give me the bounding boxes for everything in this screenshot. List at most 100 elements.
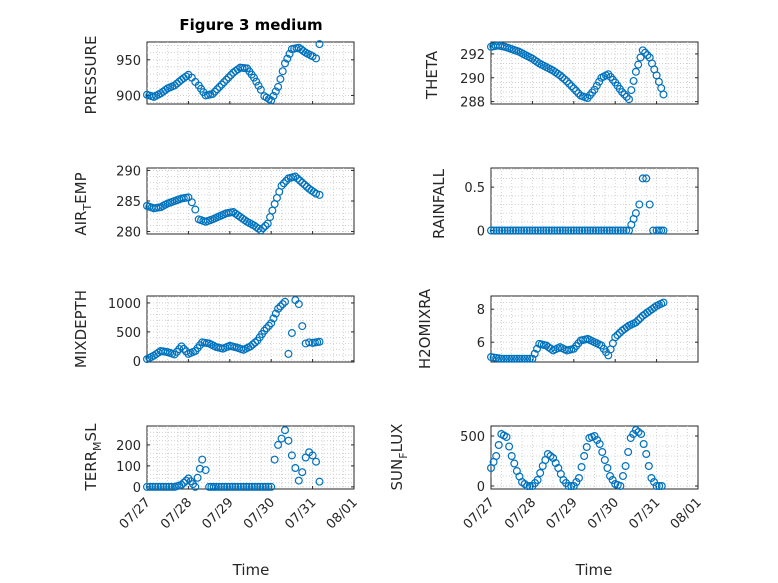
rainfall-marker: [492, 226, 501, 235]
rainfall-marker: [489, 226, 498, 235]
rainfall-marker: [522, 226, 531, 235]
rainfall-marker: [558, 226, 567, 235]
theta-marker: [620, 90, 629, 99]
panels-layer: 90095028829029228028529000.5050010006801…: [108, 40, 705, 532]
sun_flux-marker: [507, 452, 516, 461]
rainfall-marker: [506, 226, 515, 235]
h2omixra-marker: [497, 354, 506, 363]
air-temp-ylabel-rest: EMP: [72, 172, 90, 203]
terr_msl-ytick-label: 0: [133, 481, 141, 496]
pressure-marker: [215, 82, 224, 91]
rainfall-marker: [631, 209, 640, 218]
mixdepth-marker: [315, 337, 324, 346]
rainfall-marker: [597, 226, 606, 235]
rainfall-marker: [616, 226, 625, 235]
mixdepth-marker: [267, 319, 276, 328]
theta-ytick-label: 292: [460, 48, 485, 63]
h2omixra-marker: [512, 354, 521, 363]
rainfall-marker: [649, 226, 658, 235]
theta-marker: [592, 81, 601, 90]
terr_msl-marker: [281, 426, 290, 435]
sun_flux-marker: [618, 472, 627, 481]
mixdepth-marker: [298, 322, 307, 331]
terr_msl-marker: [298, 468, 307, 477]
terr_msl-marker: [212, 482, 221, 491]
h2omixra-marker: [631, 318, 640, 327]
pressure-marker: [271, 87, 280, 96]
theta-ylabel: THETA: [423, 50, 441, 100]
h2omixra-marker: [523, 354, 532, 363]
h2omixra-marker: [613, 331, 622, 340]
terr_msl-ytick-label: 200: [116, 439, 141, 454]
mixdepth-marker: [271, 309, 280, 318]
terr_msl-xtick-label: 07/30: [241, 495, 278, 532]
sun_flux-xtick-label: 07/27: [461, 495, 498, 532]
sun_flux-plot-area: [490, 425, 699, 490]
rainfall-marker: [594, 226, 603, 235]
sun_flux-marker: [642, 450, 651, 459]
rainfall-marker: [561, 226, 570, 235]
air_temp-marker: [256, 226, 265, 235]
air_temp-marker: [254, 224, 263, 233]
terr_msl-marker: [267, 482, 276, 491]
theta-marker: [627, 86, 636, 95]
sun_flux-xtick-label: 08/01: [668, 495, 705, 532]
sun_flux-xtick-label: 07/30: [585, 495, 622, 532]
h2omixra-marker: [611, 333, 620, 342]
air-temp-ylabel-sub: T: [81, 204, 94, 212]
terr_msl-marker: [209, 482, 218, 491]
terr_msl-marker: [284, 436, 293, 445]
rainfall-marker: [531, 226, 540, 235]
terr-msl-ylabel-main: TERR: [82, 451, 100, 492]
rainfall-marker: [511, 226, 520, 235]
rainfall-axes: 00.5: [464, 167, 699, 240]
h2omixra-marker: [532, 344, 541, 353]
air_temp-marker: [300, 180, 309, 189]
air_temp-marker: [187, 198, 196, 207]
h2omixra-marker: [510, 354, 519, 363]
rainfall-marker: [536, 226, 545, 235]
theta-marker: [634, 60, 643, 69]
theta-marker: [560, 75, 569, 84]
rainfall-marker: [645, 200, 654, 209]
rainfall-marker: [539, 226, 548, 235]
mixdepth-marker: [278, 300, 287, 309]
sun_flux-marker: [652, 482, 661, 491]
terr_msl-marker: [201, 466, 210, 475]
rainfall-marker: [589, 226, 598, 235]
sun-flux-ylabel-sub: F: [397, 452, 410, 458]
sun_flux-xtick-label: 07/31: [626, 495, 663, 532]
mixdepth-marker: [284, 349, 293, 358]
theta-marker: [565, 79, 574, 88]
sun_flux-marker: [650, 478, 659, 487]
mixdepth-marker: [179, 344, 188, 353]
terr_msl-marker: [256, 482, 265, 491]
h2omixra-marker: [502, 354, 511, 363]
terr_msl-marker: [234, 482, 243, 491]
h2omixra-marker: [525, 354, 534, 363]
figure-title: Figure 3 medium: [179, 16, 322, 34]
pressure-marker: [224, 73, 233, 82]
sun_flux-marker: [637, 430, 646, 439]
theta-marker: [641, 48, 650, 57]
terr_msl-marker: [264, 482, 273, 491]
terr_msl-marker: [242, 482, 251, 491]
terr_msl-marker: [291, 464, 300, 473]
air_temp-ytick-label: 285: [116, 195, 141, 210]
sun_flux-marker: [655, 482, 664, 491]
rainfall-marker: [567, 226, 576, 235]
h2omixra-marker: [507, 354, 516, 363]
right-xlabel: Time: [575, 561, 613, 579]
terr_msl-xtick-label: 07/28: [158, 495, 195, 532]
sun_flux-marker: [502, 433, 511, 442]
mixdepth-marker: [305, 338, 314, 347]
pressure-marker: [252, 77, 261, 86]
rainfall-marker: [550, 226, 559, 235]
sun_flux-marker: [657, 482, 666, 491]
rainfall-marker: [600, 226, 609, 235]
pressure-marker: [182, 72, 191, 81]
rainfall-ylabel: RAINFALL: [430, 168, 448, 239]
rainfall-marker: [517, 226, 526, 235]
sun_flux-xtick-label: 07/29: [544, 495, 581, 532]
terr_msl-marker: [156, 482, 165, 491]
